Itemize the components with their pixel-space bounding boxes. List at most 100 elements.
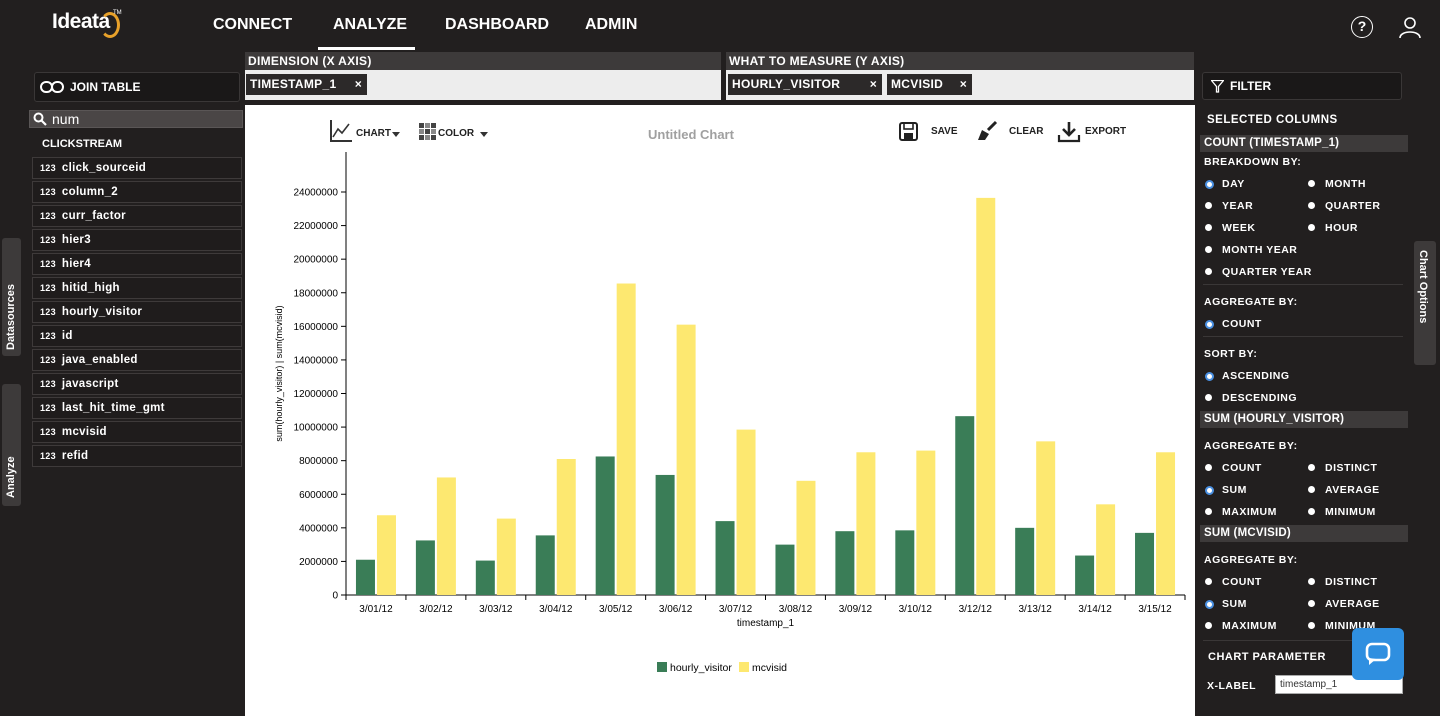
numeric-field-icon: 123 bbox=[40, 235, 56, 245]
x-tick-label: 3/07/12 bbox=[719, 604, 753, 615]
bar-hourly-visitor bbox=[415, 540, 435, 595]
y-tick-label: 10000000 bbox=[294, 423, 339, 434]
radio-ascending[interactable]: ASCENDING bbox=[1205, 370, 1290, 382]
x-tick-label: 3/02/12 bbox=[419, 604, 453, 615]
user-icon[interactable] bbox=[1398, 15, 1422, 39]
bar-hourly-visitor bbox=[715, 521, 735, 595]
numeric-field-icon: 123 bbox=[40, 427, 56, 437]
radio-quarter-year[interactable]: QUARTER YEAR bbox=[1205, 266, 1312, 278]
legend-swatch bbox=[739, 662, 749, 672]
radio-average[interactable]: AVERAGE bbox=[1308, 484, 1380, 496]
dimension-chip[interactable]: TIMESTAMP_1 × bbox=[246, 74, 367, 95]
numeric-field-icon: 123 bbox=[40, 211, 56, 221]
field-item[interactable]: 123 last_hit_time_gmt bbox=[32, 397, 242, 419]
brush-clear-icon[interactable] bbox=[976, 120, 998, 142]
chart-type-icon[interactable] bbox=[329, 119, 353, 143]
field-item[interactable]: 123 javascript bbox=[32, 373, 242, 395]
y-tick-label: 4000000 bbox=[299, 523, 338, 534]
radio-count[interactable]: COUNT bbox=[1205, 462, 1262, 474]
bar-mcvisid bbox=[856, 452, 876, 595]
field-item[interactable]: 123 hitid_high bbox=[32, 277, 242, 299]
filter-button[interactable]: FILTER bbox=[1202, 72, 1402, 100]
field-item[interactable]: 123 java_enabled bbox=[32, 349, 242, 371]
help-icon[interactable]: ? bbox=[1351, 16, 1373, 38]
clear-button[interactable]: CLEAR bbox=[1009, 126, 1044, 137]
join-table-button[interactable]: JOIN TABLE bbox=[34, 72, 240, 102]
nav-connect[interactable]: CONNECT bbox=[213, 16, 293, 33]
field-item[interactable]: 123 id bbox=[32, 325, 242, 347]
y-tick-label: 6000000 bbox=[299, 490, 338, 501]
numeric-field-icon: 123 bbox=[40, 379, 56, 389]
x-axis-title: timestamp_1 bbox=[737, 618, 795, 629]
measure-chip[interactable]: MCVISID × bbox=[887, 74, 972, 95]
field-item[interactable]: 123 hier4 bbox=[32, 253, 242, 275]
radio-month-year[interactable]: MONTH YEAR bbox=[1205, 244, 1297, 256]
radio-hour[interactable]: HOUR bbox=[1308, 222, 1358, 234]
chart-parameter-title: CHART PARAMETER bbox=[1208, 651, 1326, 663]
save-icon[interactable] bbox=[899, 122, 918, 141]
numeric-field-icon: 123 bbox=[40, 283, 56, 293]
radio-quarter[interactable]: QUARTER bbox=[1308, 200, 1380, 212]
remove-chip-icon[interactable]: × bbox=[959, 77, 967, 91]
chart-title[interactable]: Untitled Chart bbox=[648, 127, 734, 142]
x-tick-label: 3/12/12 bbox=[959, 604, 993, 615]
radio-count[interactable]: COUNT bbox=[1205, 318, 1262, 330]
tab-datasources[interactable]: Datasources bbox=[2, 238, 21, 356]
chat-button[interactable] bbox=[1352, 628, 1404, 680]
x-tick-label: 3/10/12 bbox=[899, 604, 933, 615]
field-search-input[interactable] bbox=[52, 111, 240, 127]
field-item[interactable]: 123 hier3 bbox=[32, 229, 242, 251]
radio-week[interactable]: WEEK bbox=[1205, 222, 1256, 234]
save-button[interactable]: SAVE bbox=[931, 126, 958, 137]
dimension-dropzone[interactable]: TIMESTAMP_1 × bbox=[245, 70, 721, 100]
remove-chip-icon[interactable]: × bbox=[869, 77, 877, 91]
color-button[interactable]: COLOR bbox=[438, 128, 475, 139]
radio-average[interactable]: AVERAGE bbox=[1308, 598, 1380, 610]
tab-chart-options-label: Chart Options bbox=[1417, 250, 1429, 324]
field-item[interactable]: 123 curr_factor bbox=[32, 205, 242, 227]
radio-distinct[interactable]: DISTINCT bbox=[1308, 576, 1377, 588]
bar-chart: 0 2000000 4000000 6000000 8000000 10000000 120… bbox=[274, 152, 1186, 674]
chart-type-button[interactable]: CHART bbox=[356, 128, 391, 139]
link-icon bbox=[40, 81, 64, 93]
tab-chart-options[interactable]: Chart Options bbox=[1414, 241, 1436, 365]
radio-descending[interactable]: DESCENDING bbox=[1205, 392, 1297, 404]
radio-year[interactable]: YEAR bbox=[1205, 200, 1253, 212]
field-item-label: last_hit_time_gmt bbox=[61, 402, 165, 414]
filter-icon bbox=[1211, 80, 1224, 93]
export-button[interactable]: EXPORT bbox=[1085, 126, 1127, 137]
radio-month[interactable]: MONTH bbox=[1308, 178, 1366, 190]
radio-maximum[interactable]: MAXIMUM bbox=[1205, 620, 1277, 632]
y-tick-label: 20000000 bbox=[294, 255, 339, 266]
aggregate-label: AGGREGATE BY: bbox=[1204, 296, 1298, 308]
measure-chip[interactable]: HOURLY_VISITOR × bbox=[728, 74, 882, 95]
field-item[interactable]: 123 click_sourceid bbox=[32, 157, 242, 179]
field-item-label: refid bbox=[61, 450, 89, 462]
field-item[interactable]: 123 column_2 bbox=[32, 181, 242, 203]
field-item[interactable]: 123 refid bbox=[32, 445, 242, 467]
measure-header: WHAT TO MEASURE (Y AXIS) bbox=[726, 52, 1194, 70]
radio-distinct[interactable]: DISTINCT bbox=[1308, 462, 1377, 474]
field-item[interactable]: 123 hourly_visitor bbox=[32, 301, 242, 323]
radio-minimum[interactable]: MINIMUM bbox=[1308, 506, 1376, 518]
radio-day[interactable]: DAY bbox=[1205, 178, 1245, 190]
color-palette-icon[interactable] bbox=[419, 123, 437, 141]
field-item[interactable]: 123 mcvisid bbox=[32, 421, 242, 443]
download-icon[interactable] bbox=[1057, 121, 1081, 143]
nav-analyze[interactable]: ANALYZE bbox=[333, 16, 408, 33]
bar-mcvisid bbox=[496, 518, 516, 595]
tab-analyze[interactable]: Analyze bbox=[2, 384, 21, 506]
nav-admin[interactable]: ADMIN bbox=[585, 16, 638, 33]
measure-dropzone[interactable]: HOURLY_VISITOR × MCVISID × bbox=[726, 70, 1194, 100]
radio-count[interactable]: COUNT bbox=[1205, 576, 1262, 588]
remove-chip-icon[interactable]: × bbox=[354, 77, 362, 91]
field-item-label: column_2 bbox=[61, 186, 119, 198]
aggregate-label: AGGREGATE BY: bbox=[1204, 440, 1298, 452]
nav-dashboard[interactable]: DASHBOARD bbox=[445, 16, 549, 33]
radio-sum[interactable]: SUM bbox=[1205, 484, 1247, 496]
bar-hourly-visitor bbox=[955, 416, 975, 595]
numeric-field-icon: 123 bbox=[40, 403, 56, 413]
radio-sum[interactable]: SUM bbox=[1205, 598, 1247, 610]
radio-maximum[interactable]: MAXIMUM bbox=[1205, 506, 1277, 518]
